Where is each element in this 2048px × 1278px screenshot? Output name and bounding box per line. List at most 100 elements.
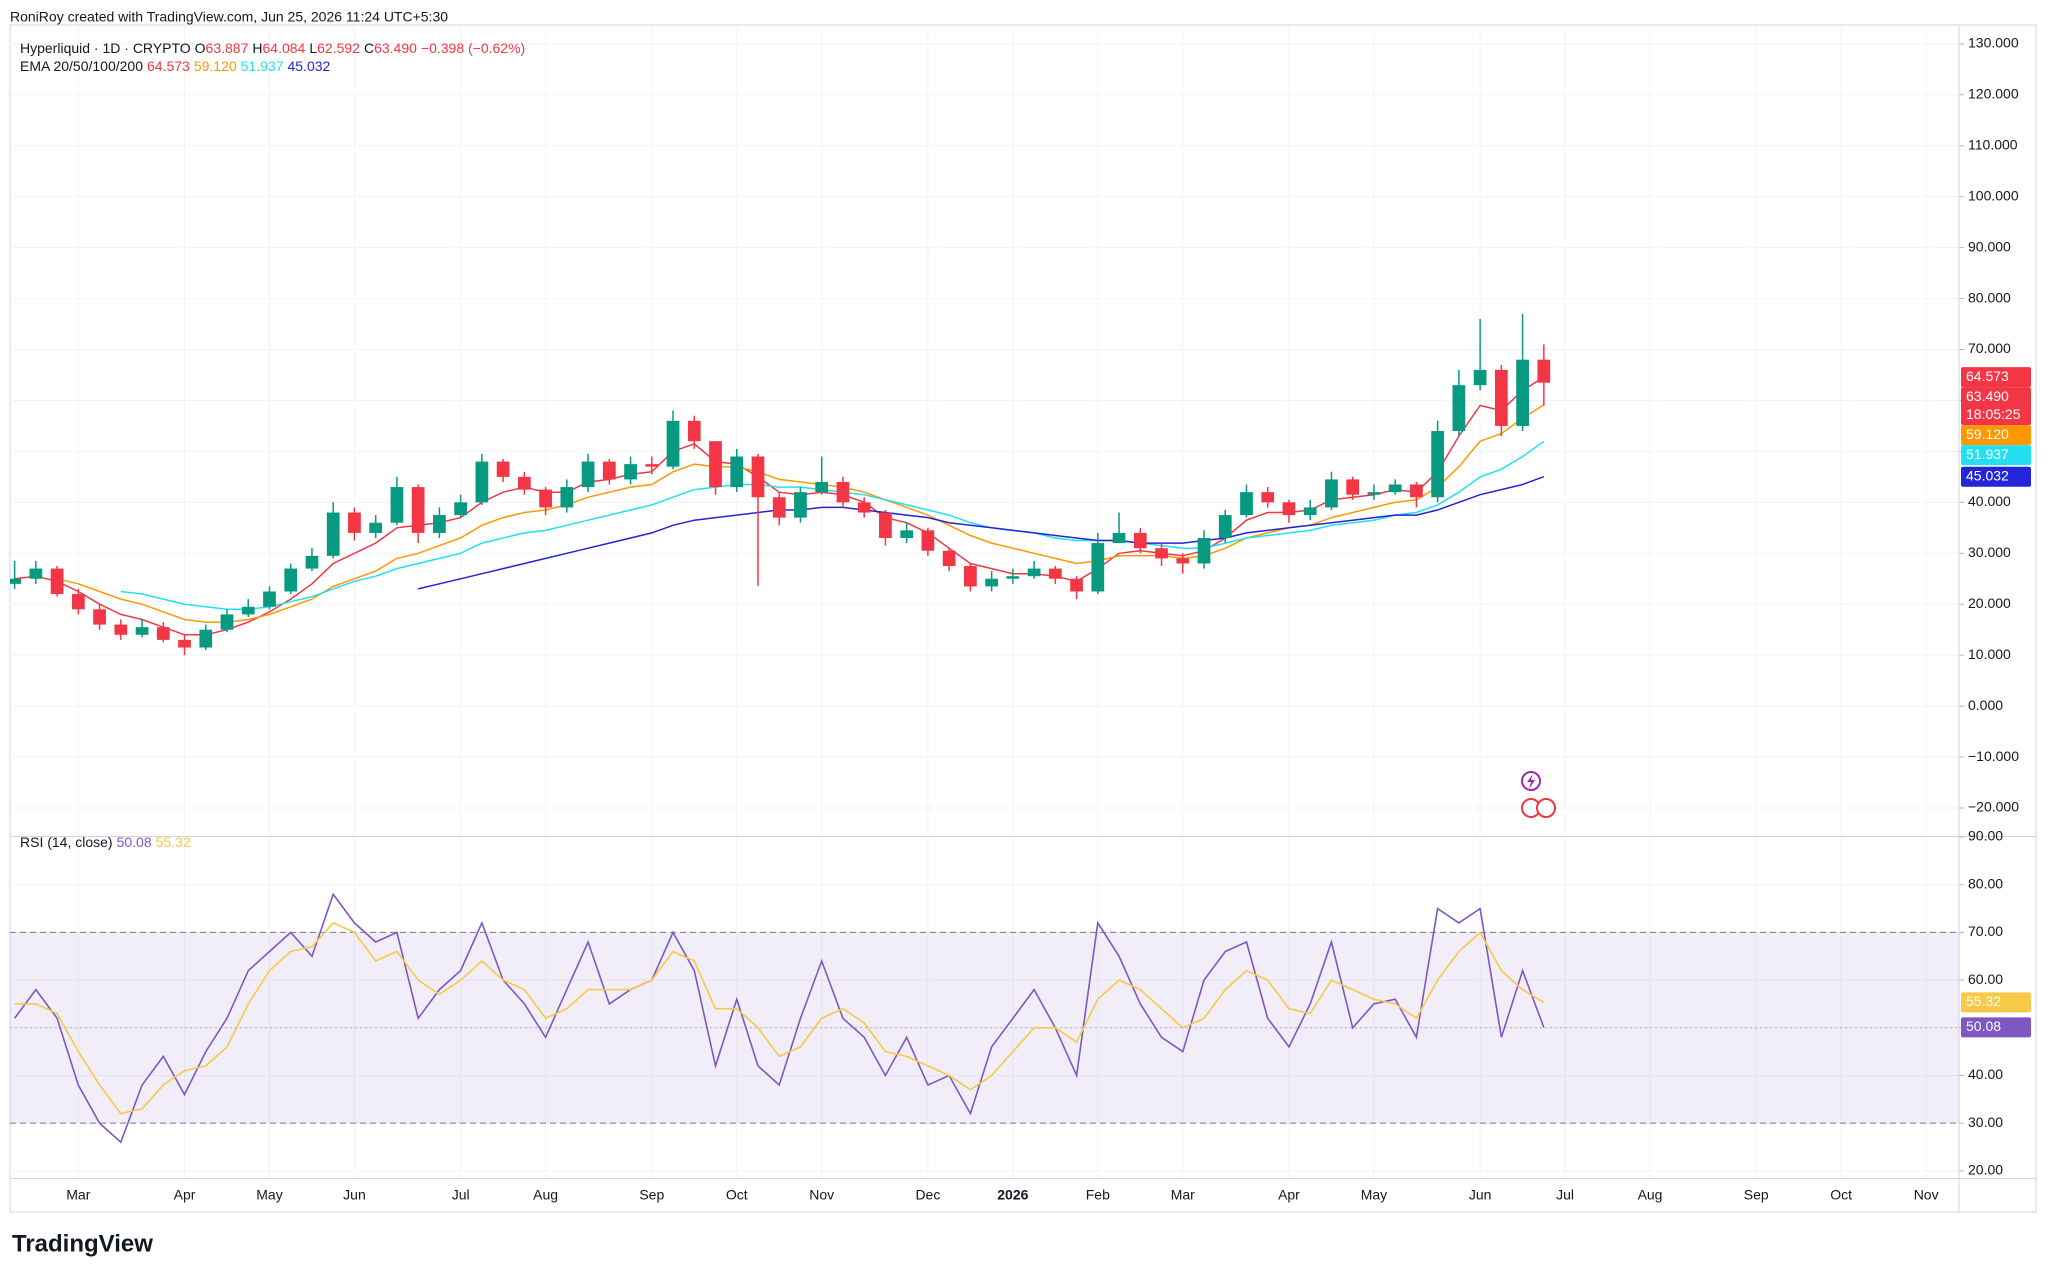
candle-body — [454, 502, 468, 516]
candle-body — [709, 441, 722, 488]
ema-line — [120, 440, 1545, 611]
candle-body — [517, 476, 531, 490]
ohlc-value: 62.592 — [317, 40, 360, 56]
candle-body — [539, 489, 552, 508]
ohlc-key: C — [363, 40, 375, 56]
price-badge — [1961, 367, 2031, 388]
candle-body — [942, 550, 956, 567]
rsi-value: 50.08 — [116, 834, 152, 850]
price-badge — [1961, 1017, 2031, 1038]
y-tick-label: 120.000 — [1968, 85, 2019, 101]
x-tick-label: Nov — [1914, 1187, 1939, 1203]
symbol: Hyperliquid · 1D · CRYPTO — [20, 40, 191, 56]
event-icons — [1521, 771, 1556, 818]
x-tick-label: Sep — [639, 1187, 664, 1203]
candle-body — [687, 420, 701, 442]
y-tick-label: 70.00 — [1968, 923, 2003, 939]
y-tick-label: 0.000 — [1968, 697, 2003, 713]
price-badge-label: 45.032 — [1966, 467, 2009, 483]
y-tick-label: 90.00 — [1968, 828, 2003, 844]
ema-value: 51.937 — [240, 58, 284, 74]
rsi-line — [13, 892, 1545, 1144]
candle-body — [348, 512, 361, 533]
symbol-legend: Hyperliquid · 1D · CRYPTO O63.887 H64.084 L… — [20, 40, 529, 56]
x-tick-label: Jun — [1469, 1187, 1492, 1203]
price-grid — [10, 25, 1959, 835]
price-badge-label: 64.573 — [1966, 368, 2009, 384]
x-tick-label: 2026 — [997, 1187, 1028, 1203]
y-tick-label: 100.000 — [1968, 187, 2019, 203]
y-tick-label: 80.000 — [1968, 289, 2011, 305]
ohlc-key: O — [194, 40, 206, 56]
ohlc-value: 63.887 — [205, 40, 249, 56]
candle-body — [1282, 502, 1296, 516]
candle-body — [645, 464, 659, 467]
rsi-line — [14, 921, 1545, 1115]
candle-body — [1240, 492, 1253, 516]
attribution: RoniRoy created with TradingView.com, Ju… — [10, 9, 448, 25]
rsi-title: RSI (14, close) — [20, 834, 113, 850]
x-tick-label: Jul — [452, 1187, 470, 1203]
candle-body — [1197, 538, 1211, 564]
rsi-value: 55.32 — [155, 834, 191, 850]
candle-body — [1494, 369, 1508, 426]
candle-body — [1537, 359, 1551, 383]
candle-body — [326, 512, 340, 556]
price-badge — [1961, 445, 2031, 466]
y-tick-label: 30.000 — [1968, 544, 2011, 560]
candle-body — [964, 566, 977, 587]
candle-body — [433, 515, 446, 533]
y-tick-label: −10.000 — [1968, 748, 2019, 764]
ema-legend: EMA 20/50/100/200 64.573 59.120 51.937 45.03… — [20, 58, 334, 74]
candle-body — [602, 461, 616, 480]
candle-body — [241, 606, 255, 615]
x-tick-label: Aug — [533, 1187, 558, 1203]
candle-body — [624, 464, 637, 480]
candle-body — [730, 456, 744, 488]
y-tick-label: 10.000 — [1968, 646, 2011, 662]
ema-title: EMA 20/50/100/200 — [20, 58, 143, 74]
candle-body — [1346, 479, 1360, 495]
y-tick-label: 130.000 — [1968, 35, 2019, 51]
price-badge — [1961, 425, 2031, 446]
candle-body — [794, 492, 807, 518]
ohlc-value: 64.084 — [262, 40, 306, 56]
brand: TradingView — [12, 1230, 153, 1257]
candle-body — [1516, 359, 1529, 426]
candle-body — [1070, 578, 1083, 592]
price-badge-label: 51.937 — [1966, 446, 2009, 462]
x-tick-label: Aug — [1638, 1187, 1663, 1203]
y-tick-label: 70.000 — [1968, 340, 2011, 356]
change: −0.398 (−0.62%) — [420, 40, 526, 56]
y-tick-label: 30.00 — [1968, 1114, 2003, 1130]
candle-body — [1367, 492, 1381, 495]
candle-body — [1027, 568, 1041, 577]
y-tick-label: 80.00 — [1968, 875, 2003, 891]
candle-body — [305, 555, 319, 569]
candle-body — [772, 497, 786, 518]
y-tick-label: 40.00 — [1968, 1066, 2003, 1082]
price-badge — [1961, 992, 2031, 1013]
ema-line — [418, 475, 1545, 590]
ohlc-value: 63.490 — [374, 40, 417, 56]
candle-body — [156, 627, 170, 640]
y-tick-label: −20.000 — [1968, 799, 2019, 815]
candle-body — [751, 456, 765, 498]
candle-body — [1218, 515, 1232, 538]
x-tick-label: Oct — [726, 1187, 748, 1203]
x-tick-label: Sep — [1744, 1187, 1769, 1203]
candle-body — [857, 502, 871, 513]
candle-body — [1261, 492, 1275, 503]
candle-body — [93, 609, 106, 625]
event-icon — [1527, 774, 1535, 789]
price-badge — [1961, 387, 2031, 426]
event-icon — [1536, 798, 1556, 818]
candle-body — [1048, 568, 1062, 579]
x-tick-label: May — [256, 1187, 282, 1203]
price-badge-label: 63.490 — [1966, 388, 2009, 404]
y-tick-label: 110.000 — [1968, 136, 2018, 152]
x-tick-label: Jun — [343, 1187, 366, 1203]
x-tick-label: Nov — [809, 1187, 834, 1203]
price-badge — [1961, 466, 2031, 487]
